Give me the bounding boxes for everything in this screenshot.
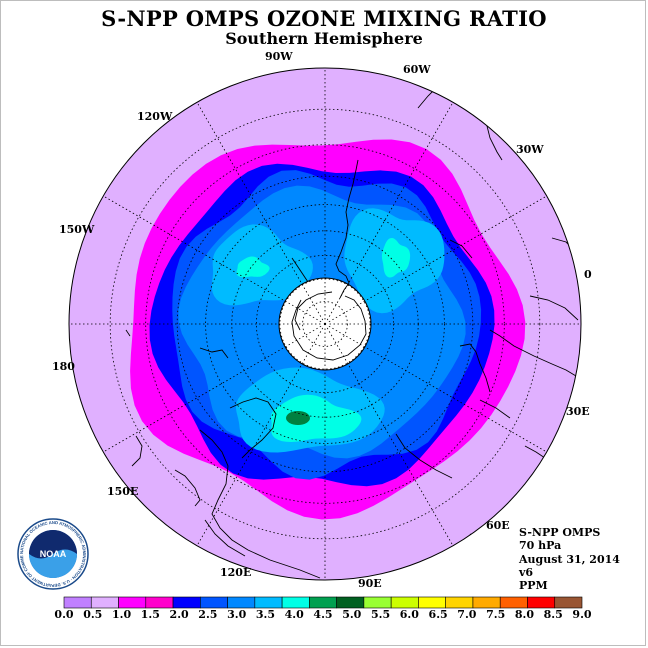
colorbar-swatch xyxy=(472,596,501,609)
colorbar-tick-label: 8.0 xyxy=(514,608,535,621)
colorbar-tick-label: 3.5 xyxy=(255,608,276,621)
info-pressure: 70 hPa xyxy=(519,539,562,553)
colorbar-tick-label: 8.5 xyxy=(543,608,563,621)
parallel-circle xyxy=(109,108,541,540)
colorbar-tick-label: 1.5 xyxy=(140,608,160,621)
coastline-segment xyxy=(199,429,321,579)
colorbar-tick-label: 7.0 xyxy=(457,608,477,621)
coastline-segment xyxy=(294,291,333,331)
lon-label-120e: 120E xyxy=(220,566,252,579)
colorbar-swatch xyxy=(200,596,228,609)
colorbar-swatch xyxy=(281,596,310,609)
coastline-segment xyxy=(199,347,229,359)
parallel-circle xyxy=(231,230,419,418)
info-version: v6 xyxy=(519,565,534,579)
lon-label-90e: 90E xyxy=(358,577,382,590)
parallel-circle xyxy=(279,278,371,370)
colorbar-swatch xyxy=(390,596,419,609)
lon-label-150w: 150W xyxy=(59,223,95,236)
colorbar-tick-label: 6.5 xyxy=(428,608,448,621)
colorbar-tick-label: 2.0 xyxy=(169,608,189,621)
colorbar-swatch xyxy=(527,596,556,609)
colorbar-tick-label: 0.0 xyxy=(54,608,74,621)
info-instrument: S-NPP OMPS xyxy=(519,526,601,539)
coastline-segment xyxy=(449,239,473,259)
colorbar-tick-label: 9.0 xyxy=(572,608,592,621)
colorbar-swatch xyxy=(227,596,256,609)
graticule xyxy=(69,68,581,580)
parallel-circle xyxy=(255,254,394,393)
parallel-circle xyxy=(205,204,445,444)
colorbar-swatch xyxy=(363,596,392,609)
band-3.5-4.0-south xyxy=(271,394,362,442)
colorbar-swatch xyxy=(499,596,528,609)
colorbar-swatch xyxy=(254,596,283,609)
lon-label-90w: 90W xyxy=(265,50,293,63)
coastline-segment xyxy=(125,329,131,337)
lon-label-150e: 150E xyxy=(107,485,139,498)
coastline-segment xyxy=(529,295,579,321)
band-3.5-4.0-east xyxy=(381,238,411,278)
coastline-segment xyxy=(174,469,201,507)
coastline-segment xyxy=(291,257,309,283)
lon-label-180: 180 xyxy=(52,360,75,373)
noaa-logo: NOAA NATIONAL OCEANIC AND ATMOSPHERIC AD… xyxy=(17,518,89,590)
colorbar-swatch xyxy=(145,596,174,609)
coastline-segment xyxy=(459,343,491,393)
colorbar-swatch xyxy=(336,596,365,609)
lon-label-120w: 120W xyxy=(137,110,173,123)
lon-label-0: 0 xyxy=(584,268,592,281)
info-units: PPM xyxy=(519,579,548,593)
colorbar-swatch xyxy=(418,596,446,609)
band-3.5-4.0-west xyxy=(236,256,270,278)
colorbar-swatch xyxy=(554,596,583,609)
colorbar-swatch xyxy=(63,596,92,609)
colorbar-swatch xyxy=(118,596,147,609)
colorbar-tick-label: 0.5 xyxy=(83,608,103,621)
map-title: S-NPP OMPS OZONE MIXING RATIO xyxy=(101,6,547,31)
colorbar-swatch xyxy=(172,596,201,609)
parallel-circle xyxy=(302,301,348,347)
noaa-logo-text: NOAA xyxy=(40,549,67,559)
pole-point xyxy=(323,322,327,326)
map-subtitle: Southern Hemisphere xyxy=(225,29,423,48)
colorbar-tick-label: 4.0 xyxy=(284,608,304,621)
info-block: S-NPP OMPS 70 hPa August 31, 2014 v6 PPM xyxy=(519,526,620,592)
coastline-segment xyxy=(479,399,511,419)
colorbar-tick-label: 1.0 xyxy=(111,608,132,621)
band-4.0-4.5-patch xyxy=(286,411,310,425)
parallel-circle xyxy=(145,144,505,504)
colorbar-tick-label: 5.5 xyxy=(370,608,391,621)
coastline-segment xyxy=(204,519,246,557)
colorbar-swatch xyxy=(445,596,474,609)
lon-label-30e: 30E xyxy=(566,405,590,418)
lon-label-60e: 60E xyxy=(486,519,510,532)
colorbar-tick-label: 3.0 xyxy=(227,608,247,621)
colorbar-tick-label: 2.5 xyxy=(198,608,218,621)
lon-label-30w: 30W xyxy=(516,143,544,156)
globe-outline xyxy=(68,67,582,581)
colorbar-swatch xyxy=(90,596,119,609)
coastline-segment xyxy=(489,329,577,377)
lon-label-60w: 60W xyxy=(403,63,431,76)
info-date: August 31, 2014 xyxy=(519,552,620,566)
coastline-segment xyxy=(335,159,359,299)
colorbar-tick-label: 5.0 xyxy=(342,608,362,621)
coastline-segment xyxy=(395,433,453,479)
colorbar-tick-label: 7.5 xyxy=(486,608,506,621)
parallel-circle xyxy=(176,175,474,473)
colorbar-swatch xyxy=(309,596,337,609)
coastline-segment xyxy=(131,435,143,467)
colorbar-tick-label: 6.0 xyxy=(399,608,419,621)
colorbar-tick-label: 4.5 xyxy=(313,608,333,621)
